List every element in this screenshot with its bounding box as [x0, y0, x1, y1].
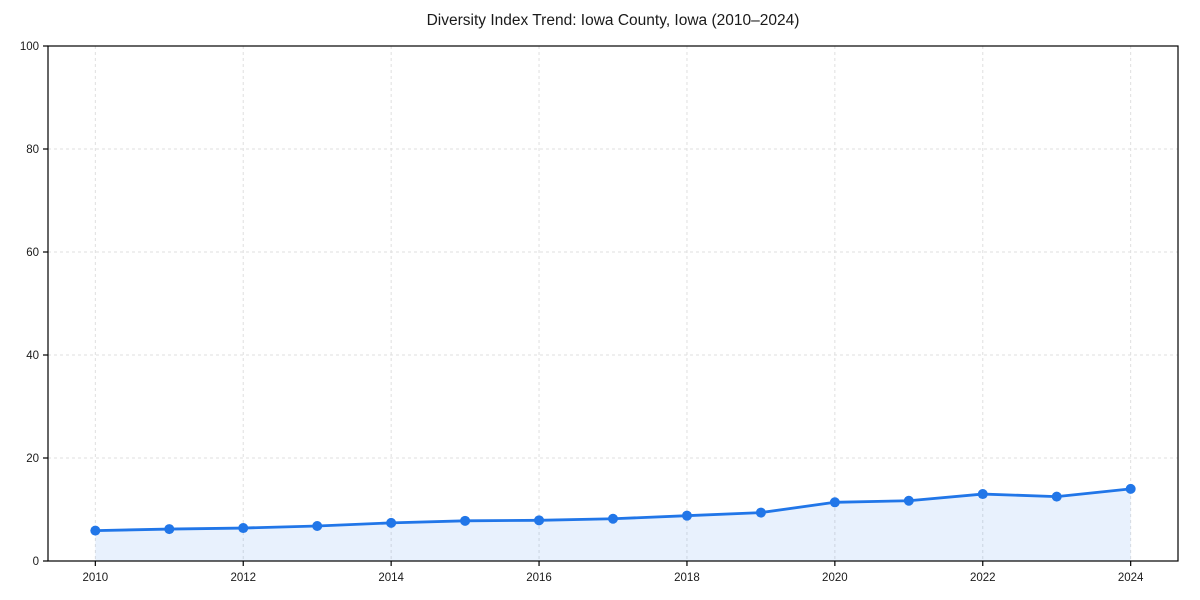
data-point-2022: [977, 489, 988, 500]
y-tick-label: 100: [20, 41, 39, 53]
data-point-2021: [903, 495, 914, 506]
y-tick-label: 80: [26, 144, 39, 156]
y-tick-label: 20: [26, 453, 39, 465]
x-tick-label: 2018: [674, 572, 700, 584]
data-point-2014: [386, 517, 397, 528]
x-tick-label: 2016: [526, 572, 552, 584]
data-point-2015: [460, 515, 471, 526]
x-tick-label: 2022: [970, 572, 996, 584]
data-point-2013: [312, 520, 323, 531]
x-axis: 2010 2012 2014 2016 2018 2020 2022 2024: [83, 561, 1144, 584]
gridlines: [48, 45, 1178, 561]
y-tick-label: 60: [26, 247, 39, 259]
x-tick-label: 2010: [83, 572, 109, 584]
data-point-2016: [534, 515, 545, 526]
data-point-2011: [164, 524, 175, 535]
data-point-2019: [755, 507, 766, 518]
x-tick-label: 2024: [1118, 572, 1144, 584]
y-tick-label: 40: [26, 350, 39, 362]
data-point-2024: [1125, 483, 1136, 494]
x-tick-label: 2014: [378, 572, 404, 584]
chart-title: Diversity Index Trend: Iowa County, Iowa…: [427, 12, 800, 29]
x-tick-label: 2020: [822, 572, 848, 584]
y-tick-label: 0: [33, 556, 39, 568]
data-point-2023: [1051, 491, 1062, 502]
area-fill: [95, 488, 1131, 561]
data-point-2010: [90, 525, 101, 536]
y-axis: 0 20 40 60 80 100: [20, 41, 48, 568]
x-tick-label: 2012: [230, 572, 256, 584]
data-points: [90, 483, 1136, 536]
data-point-2020: [829, 497, 840, 508]
data-point-2018: [681, 510, 692, 521]
data-point-2012: [238, 523, 249, 534]
data-point-2017: [608, 513, 618, 524]
plot-border: [47, 45, 1179, 562]
